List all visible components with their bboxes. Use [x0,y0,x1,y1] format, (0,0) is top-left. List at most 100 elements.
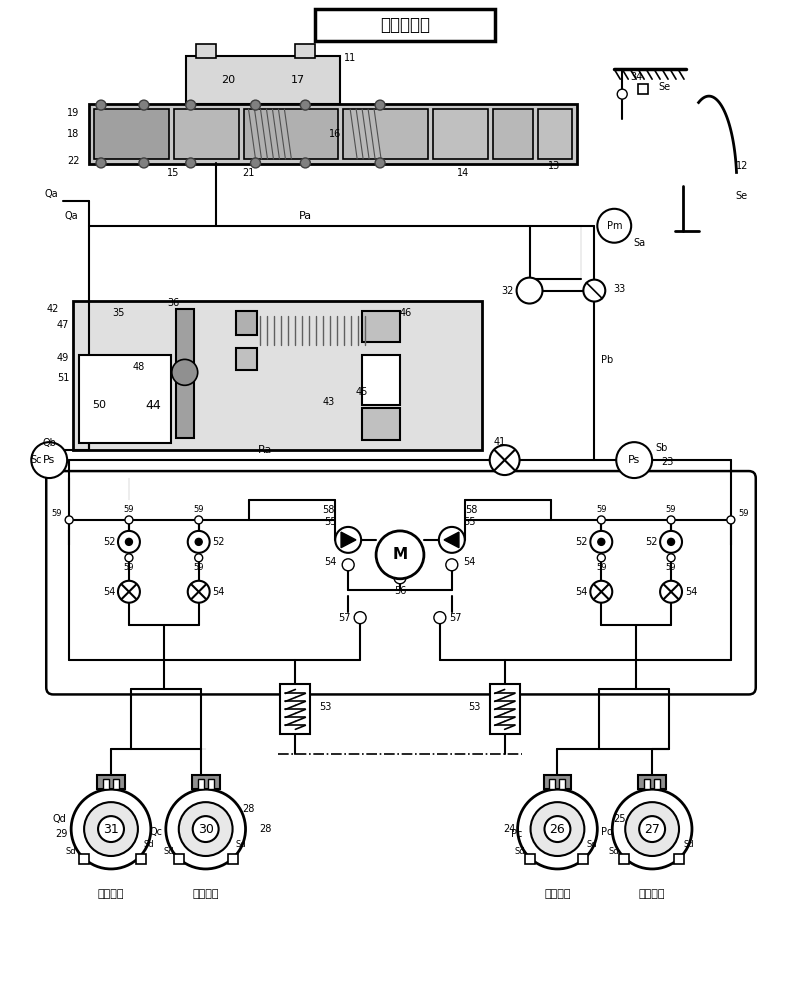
Text: Pb: Pb [601,355,614,365]
Text: Sd: Sd [586,839,597,849]
Circle shape [660,531,682,553]
Bar [94,109,169,159]
Bar [578,854,588,864]
Bar [89,104,578,164]
Text: Pm: Pm [606,220,622,230]
Text: 56: 56 [394,586,406,596]
Text: 59: 59 [596,563,606,572]
Circle shape [667,516,675,524]
Circle shape [354,612,366,624]
Text: 48: 48 [133,362,145,372]
Text: 16: 16 [329,129,342,139]
Text: Ps: Ps [628,455,640,465]
Circle shape [598,554,606,562]
Bar [493,109,533,159]
Text: 31: 31 [103,822,119,835]
Text: 59: 59 [124,563,134,572]
Text: Pa: Pa [298,211,312,220]
Circle shape [125,516,133,524]
Circle shape [434,612,446,624]
Text: Sd: Sd [514,846,525,856]
Circle shape [667,554,675,562]
Circle shape [583,280,606,302]
Text: 55: 55 [324,517,337,527]
Text: 53: 53 [319,702,331,712]
Text: 35: 35 [113,308,125,318]
Bar [198,780,204,789]
Text: 58: 58 [322,505,334,515]
Bar [362,311,400,343]
Bar [235,349,258,370]
Circle shape [65,516,73,524]
Text: 32: 32 [502,286,514,296]
Text: Qc: Qc [150,827,162,837]
Text: Sc: Sc [30,455,42,465]
Text: 52: 52 [645,537,658,547]
Circle shape [342,559,354,571]
Text: 26: 26 [550,822,566,835]
Circle shape [660,581,682,603]
Text: 52: 52 [212,537,225,547]
Text: 14: 14 [457,168,469,178]
Bar [362,408,400,440]
Bar [196,45,216,59]
Bar [559,780,566,789]
Text: 54: 54 [324,557,337,567]
Circle shape [300,100,310,110]
Bar [654,780,660,789]
Bar [433,109,488,159]
Circle shape [639,816,665,842]
Circle shape [598,538,605,545]
Circle shape [31,442,67,478]
Circle shape [166,789,246,869]
Text: 54: 54 [685,587,697,597]
Bar [343,109,428,159]
Text: 52: 52 [575,537,588,547]
Circle shape [394,572,406,584]
Bar [674,854,684,864]
Circle shape [186,158,196,168]
Circle shape [98,816,124,842]
Bar [97,776,125,789]
Circle shape [71,789,151,869]
Bar [174,854,184,864]
Circle shape [612,789,692,869]
Text: 54: 54 [103,587,115,597]
Bar [103,780,109,789]
Circle shape [300,158,310,168]
Text: 59: 59 [666,505,676,514]
Text: 46: 46 [400,308,412,318]
Text: 59: 59 [738,509,749,518]
Text: 34: 34 [630,72,642,82]
Text: 17: 17 [291,75,306,85]
Circle shape [84,802,138,856]
Text: Sb: Sb [655,443,667,453]
Circle shape [335,527,361,553]
Text: Sd: Sd [235,839,246,849]
Polygon shape [341,532,356,548]
Text: 24: 24 [503,824,516,834]
Circle shape [118,581,140,603]
Text: 50: 50 [92,400,106,410]
Circle shape [125,554,133,562]
Circle shape [193,816,218,842]
Bar [295,45,315,59]
Text: 44: 44 [145,399,161,412]
Bar [490,684,519,735]
Bar [228,854,238,864]
Bar [113,780,119,789]
Circle shape [517,278,542,304]
Text: 53: 53 [469,702,481,712]
Text: 59: 59 [596,505,606,514]
Circle shape [376,531,424,579]
Text: 27: 27 [644,822,660,835]
Text: 36: 36 [168,298,180,308]
Circle shape [195,538,202,545]
Circle shape [186,100,196,110]
Bar [619,854,630,864]
Text: （左前）: （左前） [544,889,570,899]
Text: 41: 41 [494,437,506,447]
Bar [235,311,258,336]
Bar [638,776,666,789]
Bar [176,309,194,438]
